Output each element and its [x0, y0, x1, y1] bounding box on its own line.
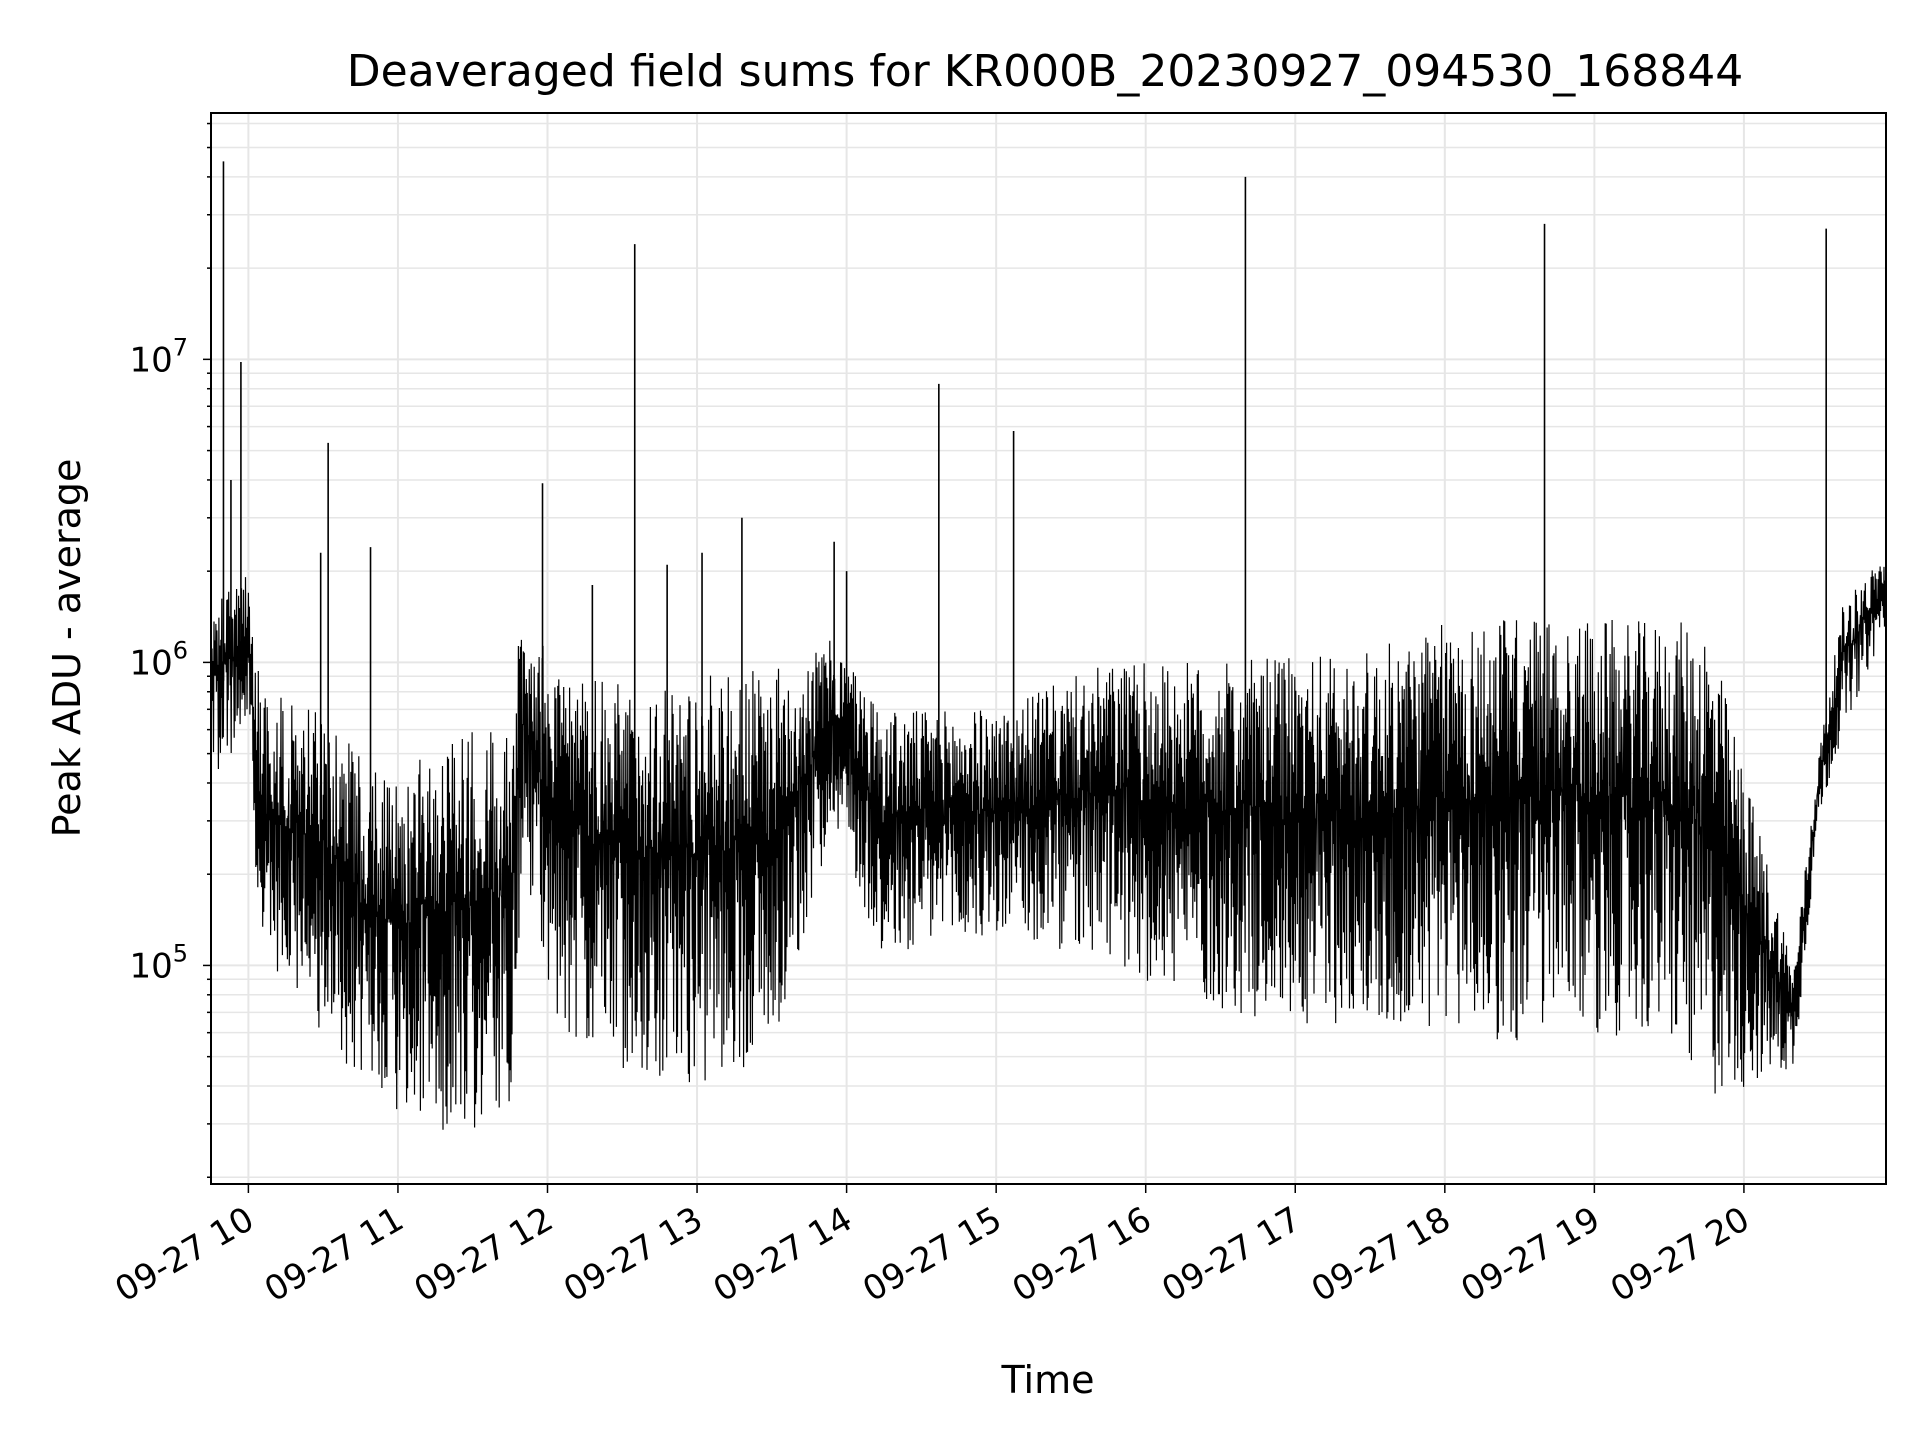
data-series [210, 161, 1887, 1130]
y-tick-label: 105 [129, 939, 188, 986]
data-line [210, 563, 1887, 1130]
y-tick-label: 107 [129, 333, 188, 380]
x-axis-label: Time [1001, 1358, 1095, 1402]
y-tick-label: 106 [129, 636, 188, 683]
y-axis-label: Peak ADU - average [45, 459, 89, 838]
chart-title: Deaveraged field sums for KR000B_2023092… [347, 46, 1743, 97]
plot-frame [210, 112, 1887, 1185]
